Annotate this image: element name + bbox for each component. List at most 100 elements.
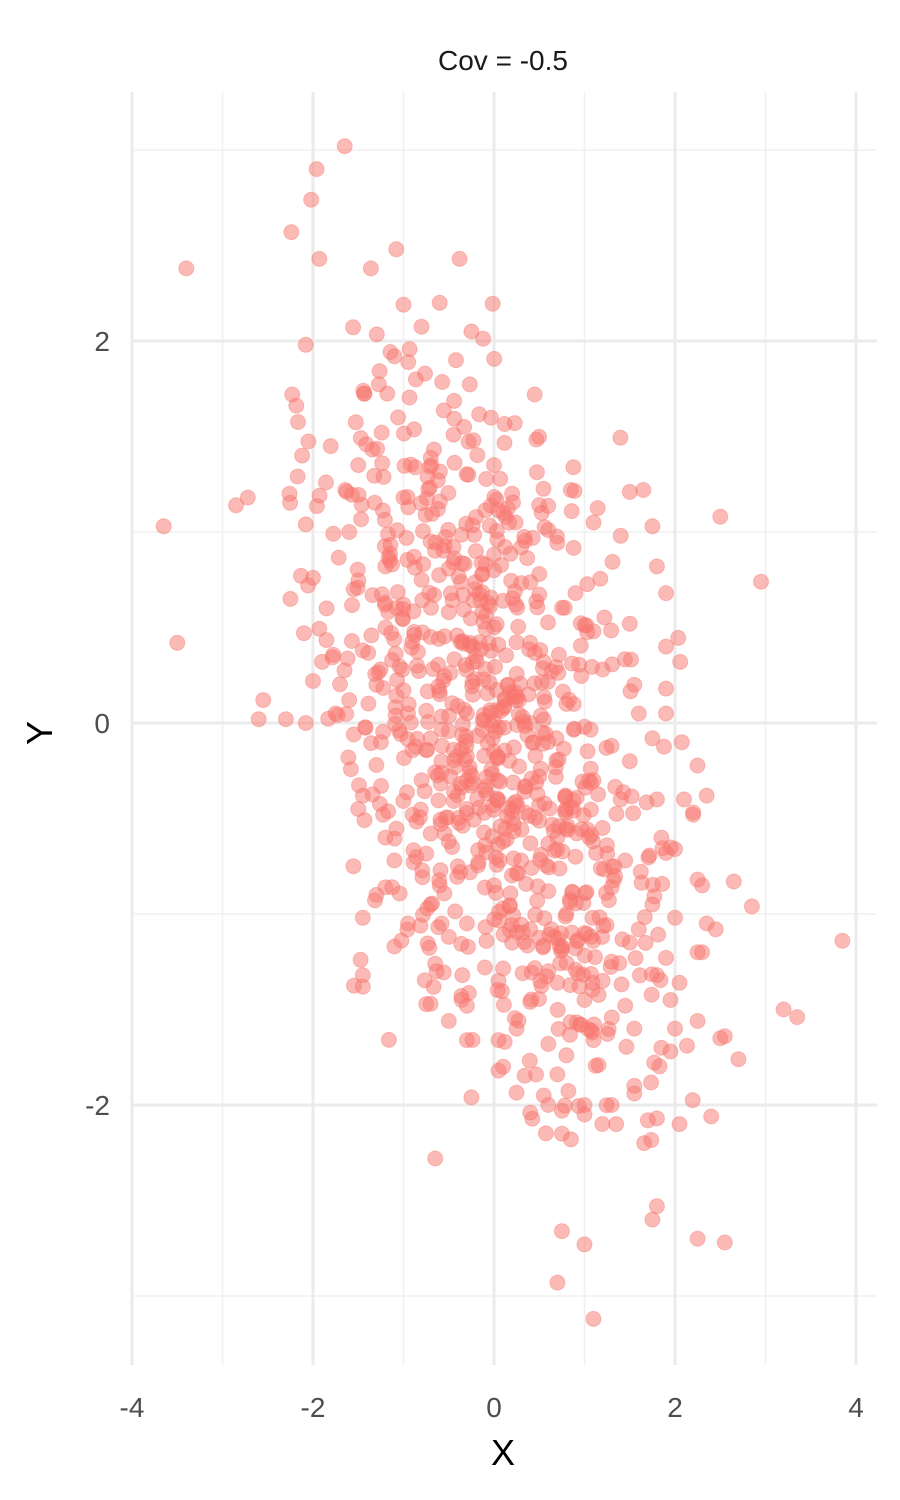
scatter-point (350, 457, 367, 474)
scatter-point (413, 318, 430, 335)
scatter-point (608, 805, 625, 822)
scatter-point (389, 522, 406, 539)
scatter-point (384, 879, 401, 896)
scatter-point (376, 538, 393, 555)
scatter-point (615, 784, 632, 801)
scatter-point (311, 250, 328, 267)
scatter-point (650, 926, 667, 943)
scatter-point (445, 741, 462, 758)
scatter-point (528, 1066, 545, 1083)
scatter-point (508, 1084, 525, 1101)
scatter-point (486, 546, 502, 563)
scatter-point (585, 932, 602, 949)
scatter-point (405, 854, 422, 871)
scatter-point (367, 892, 383, 909)
scatter-point (400, 354, 417, 371)
scatter-point (458, 748, 475, 765)
x-tick-label: 4 (848, 1392, 864, 1423)
scatter-point (415, 906, 431, 923)
scatter-point (670, 629, 687, 646)
scatter-point (563, 799, 580, 816)
scatter-point (549, 534, 566, 551)
scatter-point (418, 996, 435, 1013)
scatter-point (436, 825, 453, 842)
scatter-point (637, 934, 654, 951)
scatter-point (352, 430, 369, 447)
scatter-point (469, 447, 486, 464)
scatter-point (386, 852, 403, 869)
scatter-point (478, 933, 495, 949)
scatter-point (550, 751, 567, 768)
scatter-point (540, 835, 557, 852)
scatter-point (477, 919, 494, 936)
scatter-point (523, 770, 540, 787)
scatter-point (707, 921, 724, 938)
scatter-point (399, 921, 416, 938)
scatter-point (492, 703, 509, 719)
scatter-point (667, 1020, 683, 1037)
scatter-point (626, 1020, 643, 1037)
scatter-point (662, 992, 679, 1008)
scatter-point (297, 715, 314, 731)
scatter-point (469, 790, 486, 807)
scatter-point (435, 964, 452, 981)
scatter-point (594, 1116, 611, 1132)
scatter-point (479, 685, 496, 702)
scatter-point (356, 812, 373, 829)
scatter-point (372, 661, 389, 678)
scatter-point (600, 892, 617, 909)
scatter-point (658, 638, 674, 655)
scatter-point (573, 668, 590, 684)
scatter-point (496, 1033, 513, 1050)
scatter-point (458, 915, 475, 932)
scatter-point (363, 627, 380, 644)
scatter-point (339, 650, 356, 667)
scatter-point (294, 447, 311, 464)
scatter-point (414, 869, 431, 886)
scatter-point (614, 931, 631, 948)
scatter-point (536, 519, 553, 536)
scatter-point (446, 454, 463, 471)
x-tick-label: 0 (486, 1392, 502, 1423)
scatter-point (446, 651, 463, 668)
scatter-point (730, 1051, 747, 1068)
scatter-point (409, 730, 426, 747)
scatter-point (725, 873, 742, 890)
chart-title: Cov = -0.5 (438, 45, 568, 76)
scatter-point (521, 1052, 538, 1069)
scatter-point (536, 689, 552, 705)
scatter-point (671, 974, 688, 991)
scatter-point (345, 319, 362, 336)
scatter-point (429, 472, 446, 489)
scatter-point (623, 651, 639, 668)
scatter-point (320, 710, 337, 727)
scatter-point (612, 429, 629, 446)
scatter-point (532, 973, 549, 990)
scatter-point (386, 830, 403, 847)
scatter-point (394, 661, 411, 678)
scatter-point (644, 730, 661, 747)
scatter-point (353, 511, 370, 528)
scatter-point (169, 634, 186, 651)
scatter-point (671, 1116, 688, 1133)
scatter-point (474, 711, 491, 728)
scatter-point (487, 658, 503, 675)
scatter-point (528, 593, 545, 610)
scatter-point (644, 518, 661, 535)
scatter-point (395, 682, 412, 699)
x-tick-label: -4 (120, 1392, 145, 1423)
scatter-point (587, 1057, 604, 1074)
scatter-point (643, 1132, 660, 1148)
scatter-point (535, 480, 552, 497)
scatter-point (689, 1013, 706, 1029)
scatter-point (456, 418, 473, 435)
scatter-point (672, 653, 689, 670)
scatter-point (581, 829, 598, 846)
scatter-point (446, 392, 463, 409)
scatter-point (522, 835, 539, 852)
scatter-point (297, 336, 314, 353)
scatter-point (402, 714, 419, 731)
scatter-point (382, 344, 399, 360)
scatter-point (689, 757, 706, 774)
scatter-point (626, 1085, 643, 1102)
